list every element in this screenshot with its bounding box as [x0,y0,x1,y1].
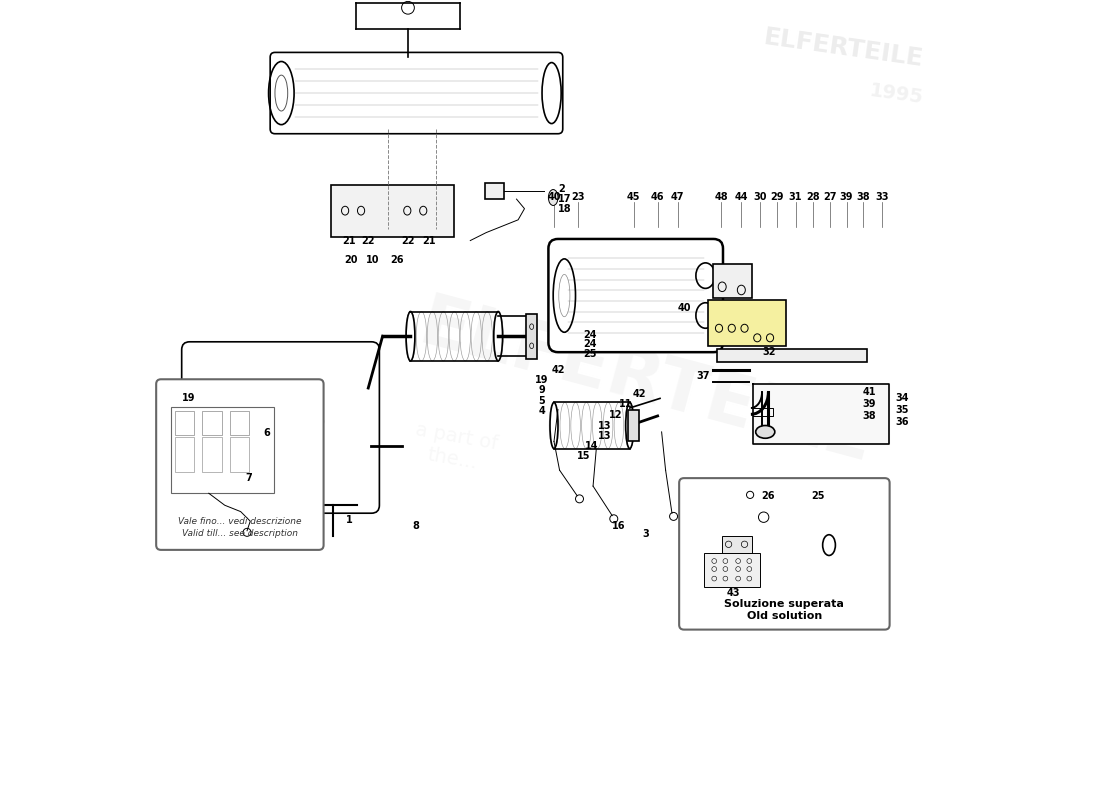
Text: 8: 8 [412,521,419,531]
FancyBboxPatch shape [708,299,786,346]
Ellipse shape [549,190,558,206]
Text: 10: 10 [366,254,379,265]
Text: 28: 28 [806,192,820,202]
Ellipse shape [756,426,774,438]
FancyBboxPatch shape [218,502,235,535]
Text: 39: 39 [839,192,854,202]
Text: 40: 40 [678,303,691,314]
FancyBboxPatch shape [549,239,723,352]
Text: 24: 24 [583,330,596,340]
Text: 36: 36 [895,417,909,426]
Text: Soluzione superata: Soluzione superata [725,599,845,609]
FancyBboxPatch shape [331,185,454,237]
FancyBboxPatch shape [717,349,867,362]
FancyBboxPatch shape [526,314,537,358]
Text: 48: 48 [715,192,728,202]
Text: 19: 19 [536,375,549,385]
Text: 25: 25 [583,349,596,358]
Text: 15: 15 [576,451,591,461]
Text: 38: 38 [857,192,870,202]
Text: 30: 30 [752,192,767,202]
Text: 27: 27 [823,192,837,202]
Text: ELFERTEILE: ELFERTEILE [411,290,880,478]
Text: 12: 12 [608,410,623,420]
Text: 1995: 1995 [868,81,925,107]
Polygon shape [754,384,889,444]
Text: Old solution: Old solution [747,611,822,621]
Text: 13: 13 [597,422,611,431]
Text: 31: 31 [789,192,802,202]
Polygon shape [172,492,211,527]
Text: 3: 3 [642,529,649,539]
Text: 47: 47 [671,192,684,202]
Text: 21: 21 [342,235,356,246]
FancyBboxPatch shape [156,379,323,550]
Text: 20: 20 [344,254,358,265]
Text: 17: 17 [558,194,572,204]
Text: Valid till... see description: Valid till... see description [182,530,298,538]
Text: 35: 35 [895,405,909,414]
Text: 40: 40 [547,192,561,202]
FancyBboxPatch shape [714,265,751,298]
Text: 46: 46 [651,192,664,202]
Text: 4: 4 [539,406,546,416]
Text: 26: 26 [761,490,774,501]
Text: 23: 23 [571,192,585,202]
Text: 43: 43 [727,588,740,598]
Text: 37: 37 [696,371,710,381]
Text: 19: 19 [183,394,196,403]
Text: 1: 1 [345,514,352,525]
Text: 11: 11 [619,399,632,409]
Text: 41: 41 [862,387,876,397]
Text: 13: 13 [597,431,611,441]
FancyBboxPatch shape [257,502,275,535]
Text: Vale fino... vedi descrizione: Vale fino... vedi descrizione [178,517,301,526]
Text: 18: 18 [558,205,572,214]
FancyBboxPatch shape [723,535,752,553]
Text: 25: 25 [811,490,825,501]
Text: 5: 5 [539,396,546,406]
Text: 22: 22 [362,235,375,246]
FancyBboxPatch shape [182,342,380,514]
Text: ELFERTEILE: ELFERTEILE [762,26,925,71]
FancyBboxPatch shape [679,478,890,630]
Text: 26: 26 [390,254,404,265]
Text: 24: 24 [583,339,596,349]
FancyBboxPatch shape [704,553,760,586]
FancyBboxPatch shape [297,502,315,535]
Text: 32: 32 [762,347,776,357]
Text: 2: 2 [558,184,564,194]
Text: 38: 38 [862,411,876,421]
Text: 6: 6 [264,429,271,438]
Text: 34: 34 [895,393,909,402]
Text: a part of
the...: a part of the... [409,421,499,475]
Text: 44: 44 [735,192,748,202]
Text: 21: 21 [422,235,436,246]
Text: 7: 7 [245,473,252,483]
Text: 39: 39 [862,399,876,409]
FancyBboxPatch shape [271,53,563,134]
Text: 16: 16 [612,521,625,531]
FancyBboxPatch shape [485,183,504,199]
Text: 22: 22 [402,235,415,246]
Text: 33: 33 [876,192,889,202]
Text: 9: 9 [539,386,546,395]
Text: 29: 29 [770,192,784,202]
FancyBboxPatch shape [628,410,639,442]
Text: 42: 42 [551,365,564,374]
Text: 14: 14 [585,442,598,451]
Text: 45: 45 [627,192,640,202]
Text: 42: 42 [632,389,646,398]
